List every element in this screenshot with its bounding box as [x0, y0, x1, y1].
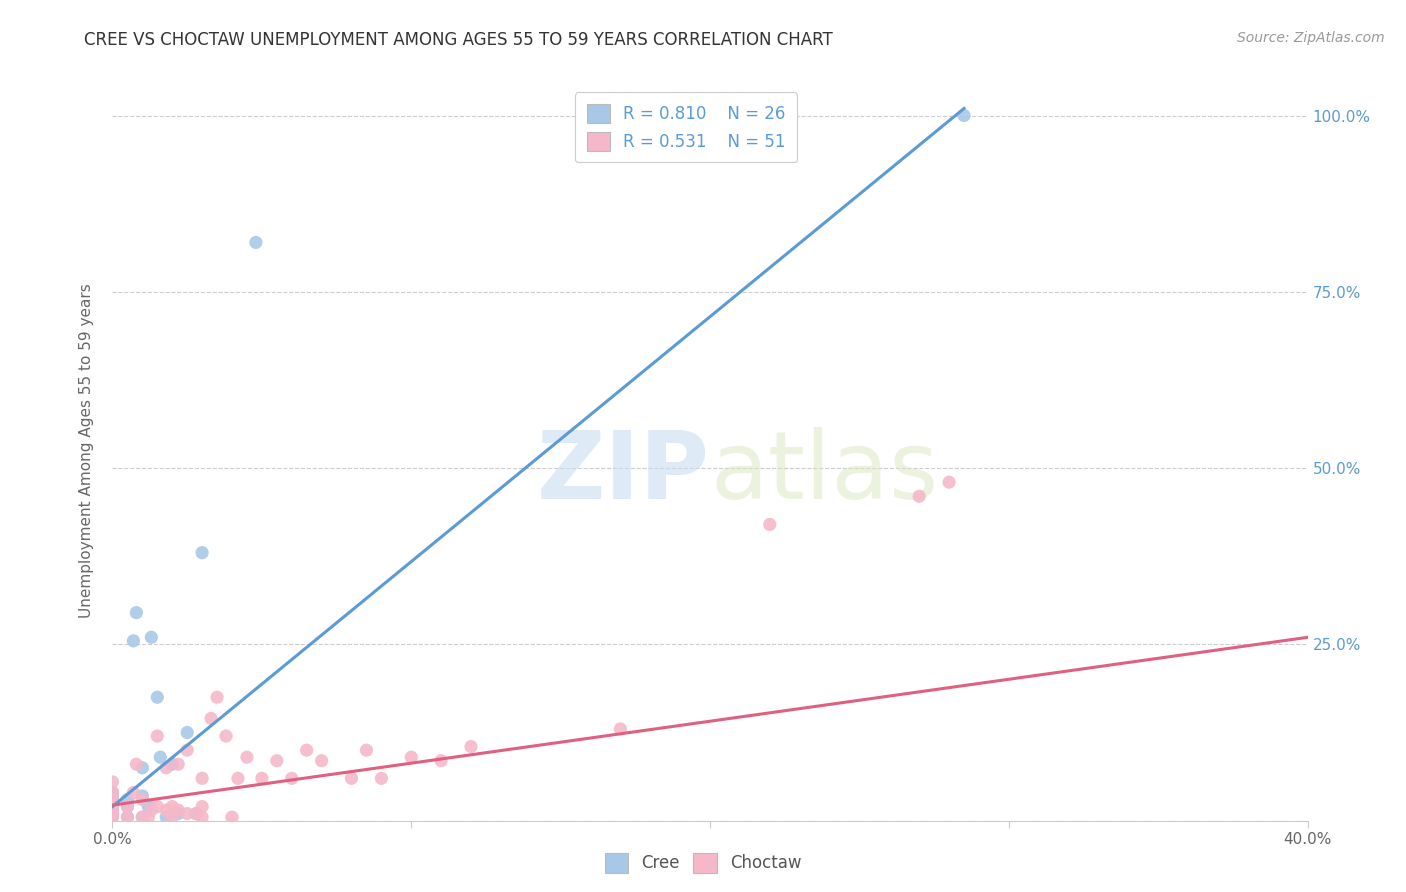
Point	[117, 792, 139, 806]
Point	[191, 799, 214, 814]
Point	[131, 792, 153, 806]
Point	[401, 750, 423, 764]
Point	[138, 810, 160, 824]
Text: CREE VS CHOCTAW UNEMPLOYMENT AMONG AGES 55 TO 59 YEARS CORRELATION CHART: CREE VS CHOCTAW UNEMPLOYMENT AMONG AGES …	[84, 31, 834, 49]
Point	[250, 772, 273, 786]
Point	[131, 789, 153, 803]
Point	[101, 810, 124, 824]
Point	[162, 757, 183, 772]
Legend: R = 0.810    N = 26, R = 0.531    N = 51: R = 0.810 N = 26, R = 0.531 N = 51	[575, 92, 797, 162]
Point	[155, 810, 177, 824]
Legend: Cree, Choctaw: Cree, Choctaw	[598, 847, 808, 880]
Point	[205, 690, 228, 705]
Point	[281, 772, 304, 786]
Point	[101, 806, 124, 821]
Point	[146, 690, 169, 705]
Point	[101, 792, 124, 806]
Point	[141, 630, 163, 644]
Text: Source: ZipAtlas.com: Source: ZipAtlas.com	[1237, 31, 1385, 45]
Point	[236, 750, 259, 764]
Point	[759, 517, 782, 532]
Point	[101, 799, 124, 814]
Point	[176, 743, 198, 757]
Point	[215, 729, 238, 743]
Point	[311, 754, 333, 768]
Point	[101, 799, 124, 814]
Point	[908, 489, 931, 503]
Point	[609, 722, 631, 736]
Point	[125, 757, 148, 772]
Point	[146, 799, 169, 814]
Point	[953, 109, 976, 123]
Point	[101, 785, 124, 799]
Point	[146, 729, 169, 743]
Point	[162, 810, 183, 824]
Point	[191, 546, 214, 560]
Point	[122, 633, 145, 648]
Point	[117, 799, 139, 814]
Point	[370, 772, 392, 786]
Point	[938, 475, 960, 490]
Point	[186, 806, 208, 821]
Point	[141, 803, 163, 817]
Point	[101, 810, 124, 824]
Point	[167, 806, 190, 821]
Point	[117, 810, 139, 824]
Point	[221, 810, 243, 824]
Point	[167, 757, 190, 772]
Point	[430, 754, 453, 768]
Point	[186, 806, 208, 821]
Y-axis label: Unemployment Among Ages 55 to 59 years: Unemployment Among Ages 55 to 59 years	[79, 283, 94, 618]
Point	[340, 772, 363, 786]
Point	[191, 772, 214, 786]
Point	[131, 810, 153, 824]
Point	[155, 803, 177, 817]
Point	[122, 785, 145, 799]
Point	[101, 789, 124, 803]
Point	[117, 799, 139, 814]
Point	[131, 761, 153, 775]
Text: atlas: atlas	[710, 426, 938, 518]
Point	[155, 761, 177, 775]
Point	[101, 806, 124, 821]
Point	[138, 799, 160, 814]
Point	[295, 743, 318, 757]
Point	[117, 810, 139, 824]
Point	[101, 792, 124, 806]
Point	[226, 772, 249, 786]
Point	[266, 754, 288, 768]
Point	[131, 810, 153, 824]
Point	[460, 739, 482, 754]
Point	[101, 785, 124, 799]
Point	[245, 235, 267, 250]
Point	[101, 796, 124, 810]
Point	[125, 606, 148, 620]
Point	[176, 806, 198, 821]
Point	[162, 799, 183, 814]
Point	[176, 725, 198, 739]
Text: ZIP: ZIP	[537, 426, 710, 518]
Point	[101, 803, 124, 817]
Point	[200, 711, 222, 725]
Point	[191, 810, 214, 824]
Point	[101, 775, 124, 789]
Point	[167, 803, 190, 817]
Point	[149, 750, 172, 764]
Point	[356, 743, 378, 757]
